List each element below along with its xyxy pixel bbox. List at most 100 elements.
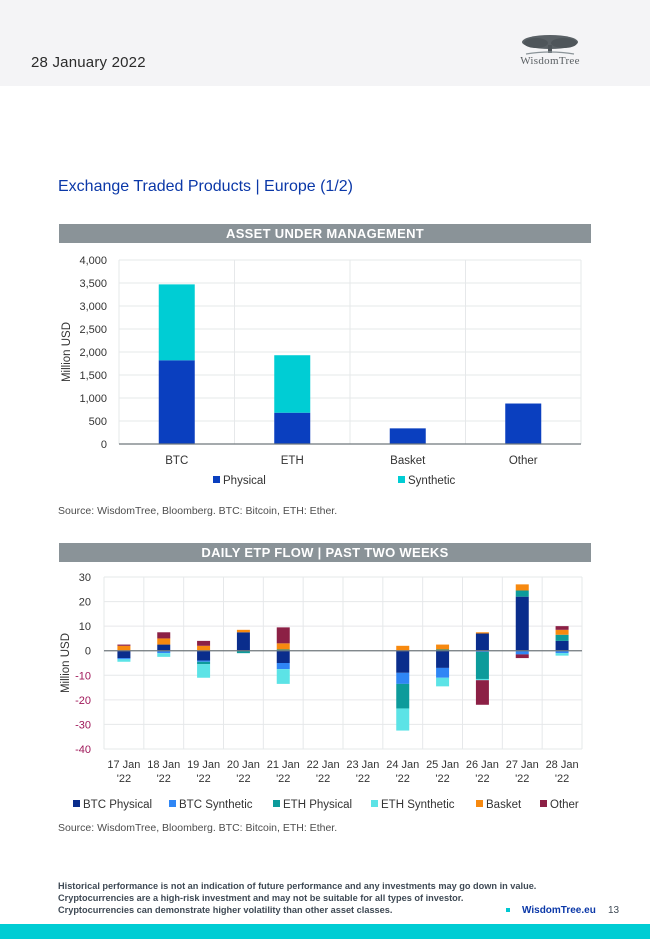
- bar-physical: [389, 428, 426, 444]
- bar-btc-physical: [117, 650, 131, 659]
- bar-btc-synthetic: [276, 663, 290, 670]
- legend-swatch: [169, 800, 176, 807]
- x-tick-label: Other: [509, 455, 538, 467]
- y-tick-label: 3,500: [79, 278, 107, 290]
- bar-other: [475, 680, 489, 705]
- x-tick-label: 28 Jan: [546, 759, 579, 771]
- bar-btc-synthetic: [555, 650, 569, 654]
- legend-swatch: [213, 476, 220, 483]
- bar-eth-synthetic: [157, 653, 171, 657]
- legend-swatch: [398, 476, 405, 483]
- bar-btc-synthetic: [117, 658, 131, 660]
- bar-eth-physical: [475, 651, 489, 679]
- x-tick-label: '22: [316, 773, 330, 785]
- bar-btc-synthetic: [396, 672, 410, 684]
- x-tick-label: 27 Jan: [506, 759, 539, 771]
- y-tick-label: 30: [79, 572, 91, 584]
- bar-btc-synthetic: [197, 660, 211, 662]
- bar-other: [197, 640, 211, 646]
- x-tick-label: 19 Jan: [187, 759, 220, 771]
- x-tick-label: '22: [196, 773, 210, 785]
- page-title: Exchange Traded Products | Europe (1/2): [58, 178, 353, 195]
- bar-btc-physical: [436, 650, 450, 668]
- bar-basket: [515, 584, 529, 591]
- y-tick-label: 500: [89, 416, 107, 428]
- legend-label: Other: [550, 799, 579, 811]
- y-tick-label: 0: [85, 646, 91, 658]
- bar-btc-physical: [157, 644, 171, 651]
- aum-section-title: ASSET UNDER MANAGEMENT: [59, 224, 591, 243]
- y-tick-label: 2,000: [79, 347, 107, 359]
- bar-eth-physical: [236, 650, 250, 654]
- y-tick-label: 4,000: [79, 255, 107, 267]
- wisdomtree-logo: WisdomTree: [506, 33, 594, 73]
- bar-eth-synthetic: [117, 659, 131, 662]
- x-tick-label: 25 Jan: [426, 759, 459, 771]
- x-tick-label: 26 Jan: [466, 759, 499, 771]
- y-tick-label: 10: [79, 621, 91, 633]
- y-tick-label: 0: [101, 439, 107, 451]
- bar-eth-physical: [436, 649, 450, 651]
- bullet-icon: [506, 908, 510, 912]
- x-tick-label: '22: [555, 773, 569, 785]
- x-tick-label: 17 Jan: [107, 759, 140, 771]
- bar-btc-synthetic: [475, 650, 489, 652]
- bar-basket: [236, 629, 250, 633]
- footer-bar: [0, 924, 650, 939]
- flow-source-note: Source: WisdomTree, Bloomberg. BTC: Bitc…: [58, 822, 338, 834]
- bar-basket: [117, 645, 131, 651]
- legend-label: Physical: [223, 475, 266, 487]
- legend-swatch: [371, 800, 378, 807]
- bar-btc-synthetic: [515, 650, 529, 655]
- disclaimer: Historical performance is not an indicat…: [58, 880, 536, 916]
- bar-eth-synthetic: [436, 677, 450, 687]
- x-tick-label: Basket: [390, 455, 426, 467]
- x-tick-label: 24 Jan: [386, 759, 419, 771]
- legend-label: Synthetic: [408, 475, 456, 487]
- bar-other: [515, 654, 529, 659]
- x-tick-label: '22: [475, 773, 489, 785]
- y-tick-label: 1,500: [79, 370, 107, 382]
- x-tick-label: '22: [236, 773, 250, 785]
- aum-chart: 0 500 1,000 1,500 2,000 2,500 3,000 3,500 4,000 B…: [61, 255, 582, 487]
- bar-eth-physical: [555, 634, 569, 641]
- page-header: 28 January 2022 WisdomTree: [0, 0, 650, 86]
- x-tick-label: 20 Jan: [227, 759, 260, 771]
- bar-btc-physical: [515, 596, 529, 651]
- legend-label: ETH Physical: [283, 799, 352, 811]
- legend-label: BTC Synthetic: [179, 799, 253, 811]
- legend-swatch: [273, 800, 280, 807]
- bar-eth-synthetic: [396, 708, 410, 731]
- bar-eth-physical: [276, 649, 290, 651]
- bar-basket: [276, 643, 290, 650]
- bar-eth-physical: [396, 683, 410, 709]
- bar-basket: [157, 638, 171, 645]
- y-tick-label: -20: [75, 695, 91, 707]
- legend-swatch: [540, 800, 547, 807]
- x-tick-label: '22: [276, 773, 290, 785]
- tree-icon: [522, 35, 578, 55]
- y-tick-label: 1,000: [79, 393, 107, 405]
- y-tick-label: -10: [75, 670, 91, 682]
- bar-btc-physical: [475, 633, 489, 651]
- flow-section-title: DAILY ETP FLOW | PAST TWO WEEKS: [59, 543, 591, 562]
- report-date: 28 January 2022: [31, 54, 146, 71]
- x-tick-label: 18 Jan: [147, 759, 180, 771]
- x-tick-label: BTC: [165, 455, 188, 467]
- bar-synthetic: [274, 355, 311, 413]
- bar-basket: [475, 632, 489, 634]
- x-tick-label: ETH: [281, 455, 304, 467]
- legend-label: BTC Physical: [83, 799, 152, 811]
- x-tick-label: '22: [396, 773, 410, 785]
- x-tick-label: '22: [356, 773, 370, 785]
- y-tick-label: 2,500: [79, 324, 107, 336]
- disclaimer-line: Cryptocurrencies can demonstrate higher …: [58, 905, 393, 915]
- bar-other: [157, 632, 171, 639]
- bar-btc-synthetic: [436, 667, 450, 678]
- website-link[interactable]: WisdomTree.eu: [522, 905, 596, 916]
- y-tick-label: 3,000: [79, 301, 107, 313]
- x-tick-label: '22: [515, 773, 529, 785]
- logo-text: WisdomTree: [520, 55, 580, 67]
- bar-other: [276, 627, 290, 644]
- bar-btc-physical: [197, 650, 211, 661]
